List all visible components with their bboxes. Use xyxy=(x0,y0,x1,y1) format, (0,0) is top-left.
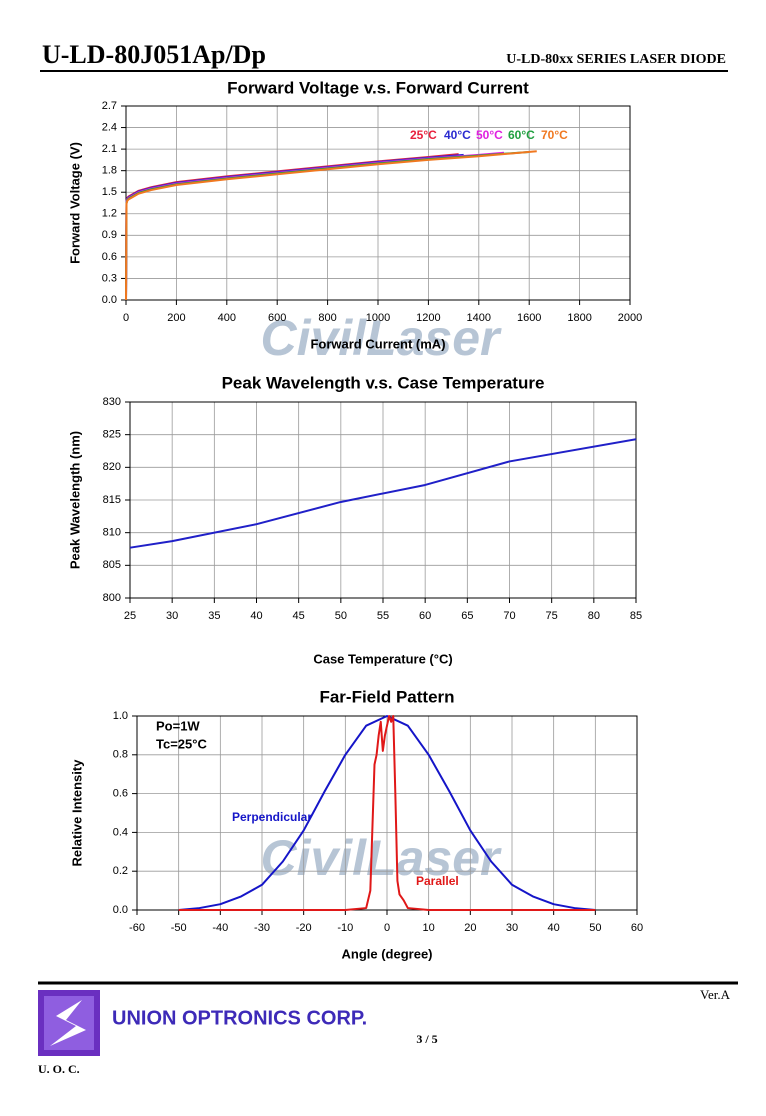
x-tick-label: 0 xyxy=(384,922,390,934)
y-tick-label: 0.9 xyxy=(102,229,117,241)
x-tick-label: 1400 xyxy=(467,312,491,324)
legend-entry: 60°C xyxy=(508,128,535,142)
y-tick-label: 2.4 xyxy=(102,121,117,133)
y-tick-label: 0.6 xyxy=(102,251,117,263)
x-axis-label: Forward Current (mA) xyxy=(310,336,445,351)
x-axis-label: Case Temperature (°C) xyxy=(313,651,452,666)
data-line xyxy=(178,715,596,911)
logo-inner xyxy=(44,996,94,1050)
x-tick-label: 60 xyxy=(631,922,643,934)
legend-entry: 25°C xyxy=(410,128,437,142)
y-tick-label: 0.0 xyxy=(102,294,117,306)
y-tick-label: 0.4 xyxy=(113,826,128,838)
legend-entry: 70°C xyxy=(541,128,568,142)
data-line xyxy=(178,715,596,911)
version: Ver.A xyxy=(700,987,731,1002)
y-tick-label: 825 xyxy=(103,429,121,441)
y-tick-label: 0.3 xyxy=(102,272,117,284)
logo xyxy=(38,990,100,1056)
chart-title: Far-Field Pattern xyxy=(319,687,454,706)
legend-entry: 40°C xyxy=(444,128,471,142)
chart-title: Forward Voltage v.s. Forward Current xyxy=(227,78,529,97)
page-number: 3 / 5 xyxy=(416,1032,437,1046)
watermark: CivilLaser xyxy=(260,310,502,366)
x-tick-label: -50 xyxy=(171,922,187,934)
x-tick-label: 10 xyxy=(423,922,435,934)
x-tick-label: 800 xyxy=(318,312,336,324)
annotation: Po=1W xyxy=(156,718,200,733)
legend-entry: 50°C xyxy=(476,128,503,142)
x-tick-label: 1600 xyxy=(517,312,541,324)
x-tick-label: 75 xyxy=(546,610,558,622)
plot-frame xyxy=(129,401,637,599)
y-tick-label: 1.0 xyxy=(113,710,128,722)
logo-text: U. O. C. xyxy=(38,1062,80,1076)
x-tick-label: 65 xyxy=(461,610,473,622)
data-line xyxy=(125,151,505,301)
y-tick-label: 1.8 xyxy=(102,165,117,177)
chart-title: Peak Wavelength v.s. Case Temperature xyxy=(222,373,545,392)
y-tick-label: 2.1 xyxy=(102,143,117,155)
data-line xyxy=(125,150,537,301)
x-tick-label: 25 xyxy=(124,610,136,622)
y-tick-label: 0.0 xyxy=(113,904,128,916)
y-tick-label: 1.5 xyxy=(102,186,117,198)
x-tick-label: 70 xyxy=(503,610,515,622)
x-tick-label: 45 xyxy=(293,610,305,622)
x-tick-label: 50 xyxy=(335,610,347,622)
data-line xyxy=(129,438,637,549)
legend-entry: Parallel xyxy=(416,874,459,888)
x-tick-label: 60 xyxy=(419,610,431,622)
x-tick-label: 1200 xyxy=(416,312,440,324)
doc-title: U-LD-80J051Ap/Dp xyxy=(42,40,266,69)
y-tick-label: 815 xyxy=(103,494,121,506)
y-tick-label: 0.8 xyxy=(113,749,128,761)
x-tick-label: -40 xyxy=(212,922,228,934)
x-tick-label: -10 xyxy=(337,922,353,934)
x-tick-label: 2000 xyxy=(618,312,642,324)
x-tick-label: 200 xyxy=(167,312,185,324)
x-tick-label: 1000 xyxy=(366,312,390,324)
y-tick-label: 820 xyxy=(103,461,121,473)
x-tick-label: 50 xyxy=(589,922,601,934)
watermark: CivilLaser xyxy=(260,830,502,886)
x-tick-label: 40 xyxy=(548,922,560,934)
x-tick-label: 40 xyxy=(250,610,262,622)
x-tick-label: -20 xyxy=(296,922,312,934)
y-tick-label: 1.2 xyxy=(102,208,117,220)
x-axis-label: Angle (degree) xyxy=(341,946,432,961)
y-tick-label: 2.7 xyxy=(102,100,117,112)
y-axis-label: Peak Wavelength (nm) xyxy=(67,431,82,569)
y-tick-label: 0.6 xyxy=(113,788,128,800)
y-tick-label: 810 xyxy=(103,527,121,539)
legend-entry: Perpendicular xyxy=(232,810,312,824)
logo-mark xyxy=(50,1000,86,1046)
x-tick-label: -60 xyxy=(129,922,145,934)
x-tick-label: 600 xyxy=(268,312,286,324)
annotation: Tc=25°C xyxy=(156,736,207,751)
y-tick-label: 805 xyxy=(103,559,121,571)
x-tick-label: 35 xyxy=(208,610,220,622)
x-tick-label: 30 xyxy=(506,922,518,934)
x-tick-label: 80 xyxy=(588,610,600,622)
x-tick-label: 0 xyxy=(123,312,129,324)
x-tick-label: 400 xyxy=(218,312,236,324)
x-tick-label: 1800 xyxy=(567,312,591,324)
x-tick-label: 85 xyxy=(630,610,642,622)
x-tick-label: 55 xyxy=(377,610,389,622)
y-axis-label: Relative Intensity xyxy=(69,759,84,867)
y-tick-label: 800 xyxy=(103,592,121,604)
doc-series: U-LD-80xx SERIES LASER DIODE xyxy=(506,52,726,67)
x-tick-label: 20 xyxy=(464,922,476,934)
x-tick-label: -30 xyxy=(254,922,270,934)
y-axis-label: Forward Voltage (V) xyxy=(67,142,82,264)
company: UNION OPTRONICS CORP. xyxy=(112,1007,367,1029)
y-tick-label: 0.2 xyxy=(113,865,128,877)
x-tick-label: 30 xyxy=(166,610,178,622)
y-tick-label: 830 xyxy=(103,396,121,408)
